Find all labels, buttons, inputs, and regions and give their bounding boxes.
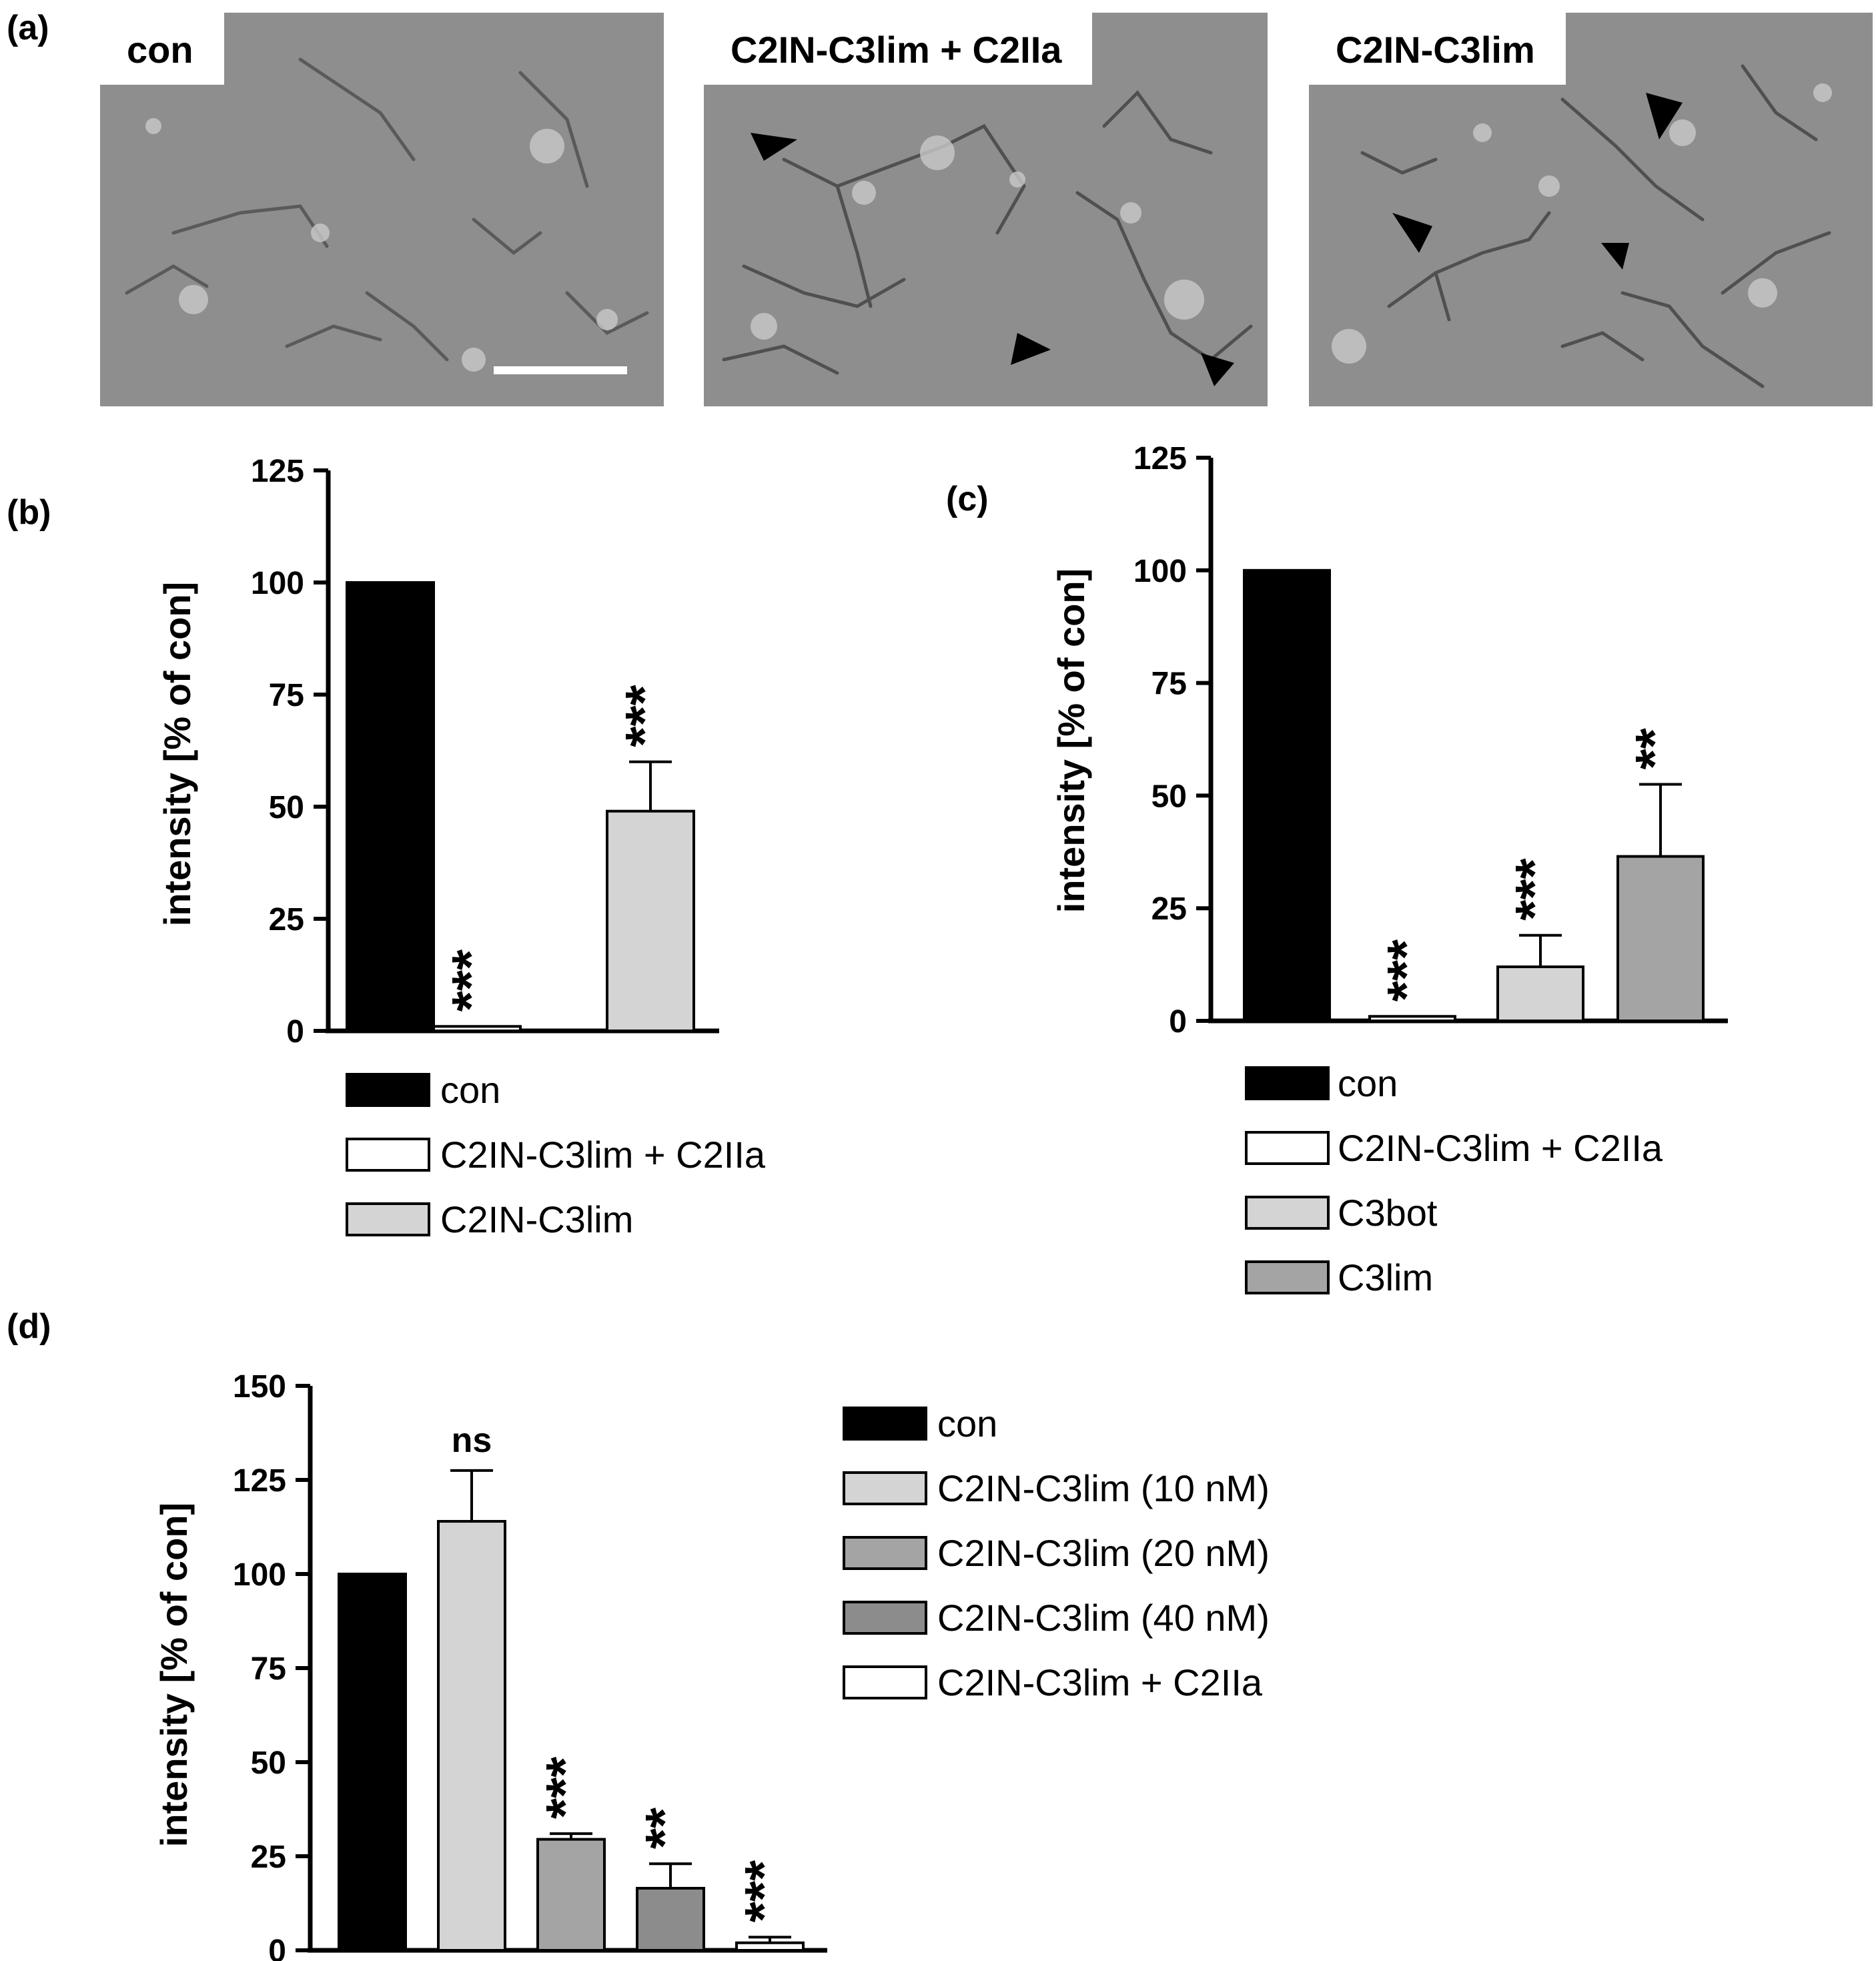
y-tick-label: 125 (1133, 441, 1187, 476)
y-axis-title: intensity [% of con] (1050, 568, 1092, 913)
micrograph-label: C2IN-C3lim (1309, 13, 1566, 85)
legend-swatch (843, 1407, 927, 1441)
bar (536, 1838, 606, 1952)
legend-label: C2IN-C3lim (40 nM) (937, 1597, 1270, 1639)
arrowhead-marker (1646, 93, 1683, 139)
y-tick-label: 50 (251, 1745, 286, 1781)
significance-label: *** (1376, 939, 1436, 1002)
micrograph-c2in-c3lim-image (1309, 13, 1873, 406)
legend-label: C2IN-C3lim + C2IIa (1338, 1127, 1663, 1169)
legend-swatch (346, 1138, 430, 1172)
bar (1616, 855, 1705, 1022)
panel-label-d: (d) (7, 1307, 51, 1346)
legend-swatch (843, 1536, 927, 1570)
scale-bar (494, 366, 627, 374)
legend-swatch (1245, 1196, 1330, 1230)
bar (346, 581, 435, 1032)
y-tick-label: 100 (233, 1557, 286, 1593)
legend-label: C2IN-C3lim (10 nM) (937, 1467, 1270, 1509)
panel-label-a: (a) (7, 9, 49, 47)
legend-label: con (1338, 1062, 1398, 1104)
bar-chart-b: 0 25 50 75 100 125 intensity [% of con] *** *** c… (156, 454, 766, 1240)
legend-label: C2IN-C3lim (20 nM) (937, 1532, 1270, 1574)
bar (338, 1573, 407, 1952)
y-tick-label: 100 (1133, 554, 1187, 589)
legend-swatch (843, 1471, 927, 1505)
y-axis-title: intensity [% of con] (153, 1503, 195, 1847)
y-tick-label: 0 (268, 1934, 286, 1961)
significance-label: *** (535, 1756, 594, 1819)
arrowhead-marker (1011, 333, 1051, 365)
arrowhead-marker (751, 133, 797, 161)
panel-label-c: (c) (946, 480, 989, 518)
y-tick-label: 125 (233, 1463, 286, 1499)
significance-label: ** (634, 1807, 694, 1849)
legend-swatch (346, 1202, 430, 1236)
significance-label: ns (452, 1421, 492, 1460)
legend-label: C3lim (1338, 1256, 1433, 1298)
y-tick-label: 125 (251, 454, 304, 489)
y-tick-label: 25 (1151, 891, 1187, 927)
y-tick-label: 0 (286, 1014, 304, 1050)
y-tick-label: 150 (233, 1369, 286, 1405)
y-tick-label: 25 (251, 1840, 286, 1875)
panel-label-b: (b) (7, 493, 51, 532)
legend-swatch (843, 1665, 927, 1699)
y-tick-label: 75 (269, 678, 304, 713)
y-tick-label: 50 (269, 790, 304, 825)
legend-label: C2IN-C3lim (440, 1198, 633, 1240)
legend-swatch (1245, 1260, 1330, 1294)
y-tick-label: 50 (1151, 779, 1187, 814)
bar (1368, 1015, 1456, 1023)
bar (1496, 965, 1584, 1022)
micrograph-con: con (100, 13, 664, 406)
significance-label: ** (1624, 727, 1684, 769)
legend-swatch (1245, 1131, 1330, 1165)
legend-label: con (937, 1403, 997, 1445)
legend-label: con (440, 1069, 500, 1111)
y-tick-label: 75 (1151, 667, 1187, 702)
significance-label: *** (1504, 857, 1564, 920)
legend-swatch (1245, 1066, 1330, 1100)
legend-swatch (346, 1073, 430, 1107)
y-tick-label: 0 (1169, 1004, 1187, 1040)
micrograph-c2in-c3lim-c2iia: C2IN-C3lim + C2IIa (704, 13, 1268, 406)
significance-label: *** (734, 1860, 793, 1922)
bar (1243, 568, 1331, 1022)
y-axis-title: intensity [% of con] (156, 582, 198, 926)
bar (437, 1520, 506, 1952)
micrograph-label: C2IN-C3lim + C2IIa (704, 13, 1093, 85)
micrograph-label: con (100, 13, 224, 85)
legend-label: C3bot (1338, 1192, 1438, 1234)
significance-label: *** (614, 685, 674, 747)
micrograph-c2in-c3lim: C2IN-C3lim (1309, 13, 1873, 406)
legend-label: C2IN-C3lim + C2IIa (937, 1661, 1263, 1703)
arrowhead-marker (1601, 243, 1629, 270)
legend-label: C2IN-C3lim + C2IIa (440, 1134, 766, 1176)
bar (735, 1941, 805, 1952)
y-tick-label: 25 (269, 902, 304, 937)
y-tick-label: 100 (251, 566, 304, 601)
bar (432, 1025, 522, 1033)
legend-swatch (843, 1601, 927, 1635)
arrowhead-marker (1201, 353, 1234, 386)
y-tick-label: 75 (251, 1651, 286, 1687)
significance-label: *** (441, 949, 500, 1012)
bar (636, 1886, 705, 1952)
arrowhead-marker (1392, 213, 1432, 253)
